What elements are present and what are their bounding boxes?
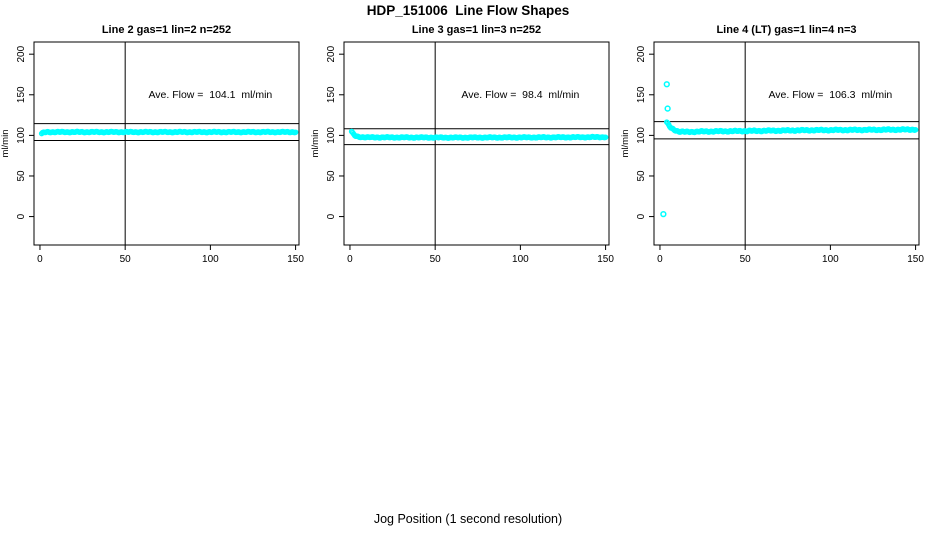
- y-tick-label: 200: [16, 45, 27, 62]
- x-tick-label: 50: [740, 254, 752, 265]
- x-tick-label: 0: [37, 254, 43, 265]
- ave-flow-annotation: Ave. Flow = 104.1 ml/min: [148, 89, 272, 101]
- figure-title: HDP_151006 Line Flow Shapes: [366, 3, 570, 18]
- x-tick-label: 150: [907, 254, 924, 265]
- data-point: [912, 127, 919, 133]
- y-tick-label: 0: [326, 213, 337, 219]
- ave-flow-annotation: Ave. Flow = 106.3 ml/min: [768, 89, 892, 101]
- y-tick-label: 150: [326, 86, 337, 103]
- x-tick-label: 0: [347, 254, 353, 265]
- panel-1: Line 2 gas=1 lin=2 n=252 0 50 100 150 200 0 50 1…: [0, 24, 304, 265]
- y-tick-label: 150: [636, 86, 647, 103]
- y-tick-label: 100: [636, 127, 647, 144]
- y-axis-unit-label: ml/min: [620, 130, 631, 158]
- y-axis-unit-label: ml/min: [310, 130, 321, 158]
- x-tick-label: 50: [430, 254, 442, 265]
- y-tick-label: 200: [636, 45, 647, 62]
- y-tick-label: 100: [16, 127, 27, 144]
- y-tick-label: 50: [16, 170, 27, 182]
- data-point: [602, 134, 609, 141]
- x-tick-label: 100: [822, 254, 839, 265]
- panel-title: Line 4 (LT) gas=1 lin=4 n=3: [716, 24, 856, 36]
- plot-box: [653, 41, 920, 246]
- plot-box: [33, 41, 300, 246]
- plot-box: [343, 41, 610, 246]
- outlier-point: [663, 81, 670, 88]
- x-tick-label: 100: [202, 254, 219, 265]
- y-tick-label: 200: [326, 45, 337, 62]
- y-tick-label: 0: [636, 213, 647, 219]
- data-point: [292, 129, 299, 136]
- x-tick-label: 150: [597, 254, 614, 265]
- panel-2: Line 3 gas=1 lin=3 n=252 0 50 100 150 200 0 50 1…: [310, 24, 614, 265]
- y-tick-label: 100: [326, 127, 337, 144]
- y-tick-label: 150: [16, 86, 27, 103]
- ave-flow-annotation: Ave. Flow = 98.4 ml/min: [461, 89, 579, 101]
- x-tick-label: 50: [120, 254, 132, 265]
- x-axis-label: Jog Position (1 second resolution): [373, 512, 563, 526]
- outlier-point: [664, 105, 671, 112]
- outlier-point: [660, 210, 667, 218]
- panel-title: Line 3 gas=1 lin=3 n=252: [412, 24, 541, 36]
- x-tick-label: 100: [512, 254, 529, 265]
- x-tick-label: 0: [657, 254, 663, 265]
- panel-title: Line 2 gas=1 lin=2 n=252: [102, 24, 231, 36]
- y-axis-unit-label: ml/min: [0, 130, 11, 158]
- y-tick-label: 50: [636, 170, 647, 182]
- x-tick-label: 150: [287, 254, 304, 265]
- y-tick-label: 50: [326, 170, 337, 182]
- panel-3: Line 4 (LT) gas=1 lin=4 n=3 0 50 100 150 200 0…: [620, 24, 924, 265]
- y-tick-label: 0: [16, 213, 27, 219]
